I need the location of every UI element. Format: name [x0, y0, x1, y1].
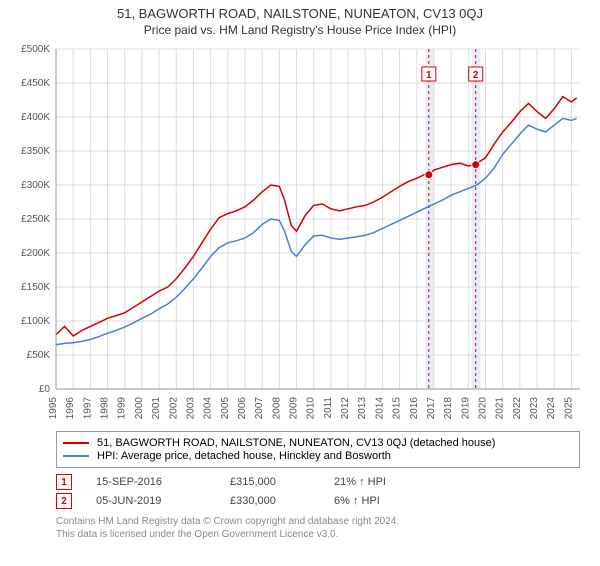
y-tick-label: £450K	[21, 78, 50, 89]
x-tick-label: 1995	[48, 397, 59, 420]
page-title: 51, BAGWORTH ROAD, NAILSTONE, NUNEATON, …	[0, 6, 600, 21]
legend-label: HPI: Average price, detached house, Hinc…	[97, 450, 391, 462]
sale-marker-num: 2	[473, 70, 479, 81]
x-tick-label: 2010	[306, 397, 317, 420]
y-tick-label: £50K	[27, 350, 51, 361]
x-tick-label: 2012	[340, 397, 351, 420]
series-hpi	[56, 118, 577, 344]
x-tick-label: 2005	[220, 397, 231, 420]
x-tick-label: 2002	[168, 397, 179, 420]
legend-label: 51, BAGWORTH ROAD, NAILSTONE, NUNEATON, …	[97, 437, 495, 449]
y-tick-label: £350K	[21, 146, 50, 157]
page-subtitle: Price paid vs. HM Land Registry's House …	[0, 23, 600, 37]
x-tick-label: 2011	[323, 397, 334, 419]
x-tick-label: 2016	[409, 397, 420, 420]
sale-dot	[472, 161, 480, 169]
x-tick-label: 2008	[271, 397, 282, 420]
x-tick-label: 2024	[546, 397, 557, 420]
y-tick-label: £150K	[21, 282, 50, 293]
sale-dot	[425, 171, 433, 179]
x-tick-label: 2018	[443, 397, 454, 420]
price-chart: £0 £50K £100K £150K £200K £250K £300K £350K £400…	[10, 43, 590, 425]
sale-row: 2 05-JUN-2019 £330,000 6% ↑ HPI	[56, 493, 580, 509]
x-tick-label: 2000	[134, 397, 145, 420]
y-tick-label: £300K	[21, 180, 50, 191]
x-tick-label: 2013	[357, 397, 368, 420]
footer-line-1: Contains HM Land Registry data © Crown c…	[56, 515, 580, 528]
footer-line-2: This data is licensed under the Open Gov…	[56, 528, 580, 541]
y-tick-label: £500K	[21, 44, 50, 55]
sale-row-marker: 1	[56, 474, 72, 490]
x-tick-label: 1996	[65, 397, 76, 420]
x-tick-label: 2019	[460, 397, 471, 420]
chart-area: £0 £50K £100K £150K £200K £250K £300K £350K £400…	[10, 43, 590, 425]
x-tick-label: 2021	[495, 397, 506, 420]
footer: Contains HM Land Registry data © Crown c…	[56, 515, 580, 541]
legend: 51, BAGWORTH ROAD, NAILSTONE, NUNEATON, …	[56, 431, 580, 468]
x-tick-label: 2015	[392, 397, 403, 420]
series-property	[56, 97, 577, 336]
x-tick-label: 2020	[478, 397, 489, 420]
y-tick-label: £400K	[21, 112, 50, 123]
legend-row: 51, BAGWORTH ROAD, NAILSTONE, NUNEATON, …	[63, 437, 573, 449]
sale-delta: 6% ↑ HPI	[334, 495, 424, 507]
legend-swatch	[63, 442, 89, 444]
x-tick-label: 2022	[512, 397, 523, 420]
sale-date: 05-JUN-2019	[96, 495, 206, 507]
legend-row: HPI: Average price, detached house, Hinc…	[63, 450, 573, 462]
sales-table: 1 15-SEP-2016 £315,000 21% ↑ HPI 2 05-JUN-201…	[56, 474, 580, 509]
y-tick-label: £200K	[21, 248, 50, 259]
x-tick-label: 2001	[151, 397, 162, 420]
x-tick-label: 1998	[100, 397, 111, 420]
x-tick-label: 2025	[563, 397, 574, 420]
x-tick-label: 2004	[203, 397, 214, 420]
x-tick-label: 1999	[117, 397, 128, 420]
sale-marker-num: 1	[426, 70, 432, 81]
y-tick-label: £250K	[21, 214, 50, 225]
x-tick-label: 2009	[289, 397, 300, 420]
sale-price: £330,000	[230, 495, 310, 507]
sale-row-marker: 2	[56, 493, 72, 509]
y-tick-label: £0	[39, 384, 51, 395]
x-tick-label: 2017	[426, 397, 437, 420]
x-tick-label: 2006	[237, 397, 248, 420]
x-tick-label: 2014	[374, 397, 385, 420]
x-tick-label: 2007	[254, 397, 265, 420]
legend-swatch	[63, 455, 89, 457]
x-tick-label: 2003	[185, 397, 196, 420]
sale-delta: 21% ↑ HPI	[334, 476, 424, 488]
sale-date: 15-SEP-2016	[96, 476, 206, 488]
x-tick-label: 2023	[529, 397, 540, 420]
x-tick-label: 1997	[82, 397, 93, 420]
sale-row: 1 15-SEP-2016 £315,000 21% ↑ HPI	[56, 474, 580, 490]
y-tick-label: £100K	[21, 316, 50, 327]
sale-price: £315,000	[230, 476, 310, 488]
